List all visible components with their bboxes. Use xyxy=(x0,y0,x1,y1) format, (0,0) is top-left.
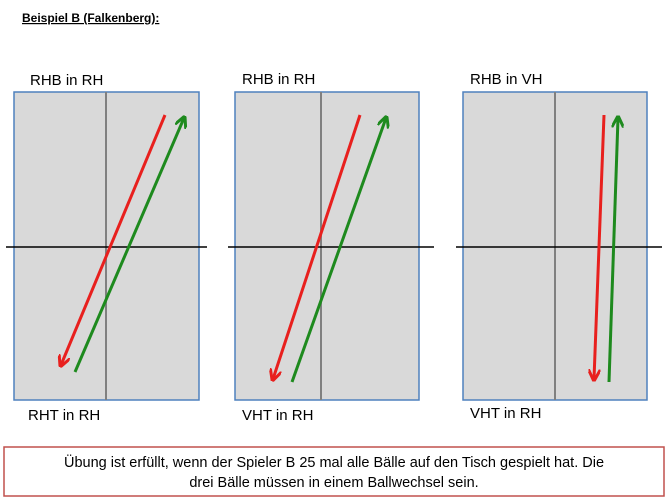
red-arrow xyxy=(594,114,606,379)
title: Beispiel B (Falkenberg): xyxy=(22,11,159,25)
top-label: RHB in VH xyxy=(470,71,543,88)
bottom-label: VHT in RH xyxy=(470,405,541,422)
table xyxy=(234,91,420,401)
green-arrow xyxy=(290,118,386,383)
top-label: RHB in RH xyxy=(242,71,315,88)
red-arrow xyxy=(273,114,362,379)
bottom-label: VHT in RH xyxy=(242,407,313,424)
green-arrow xyxy=(607,118,618,383)
green-arrow xyxy=(73,118,184,373)
top-label: RHB in RH xyxy=(30,72,103,89)
footer-box xyxy=(3,446,665,497)
footer-line: Übung ist erfüllt, wenn der Spieler B 25… xyxy=(64,453,604,471)
red-arrow xyxy=(61,114,167,365)
footer-line: drei Bälle müssen in einem Ballwechsel s… xyxy=(189,475,478,491)
bottom-label: RHT in RH xyxy=(28,407,100,424)
